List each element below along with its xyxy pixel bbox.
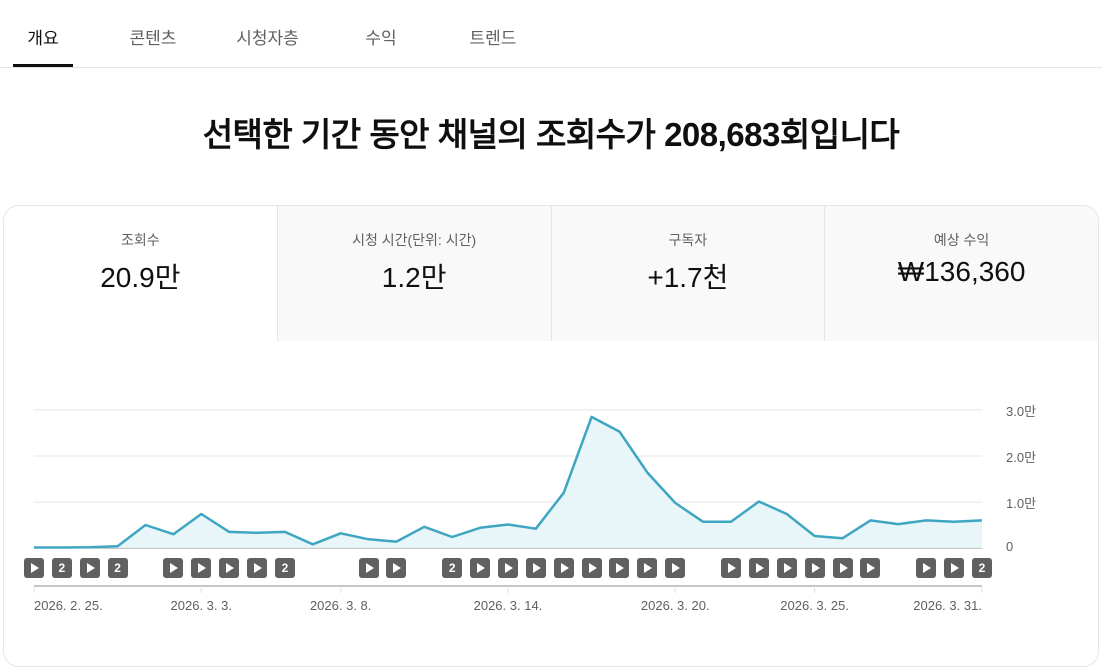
video-marker-play[interactable]	[804, 558, 825, 578]
tab-2[interactable]: 시청자층	[236, 29, 299, 48]
video-marker-play[interactable]	[525, 558, 546, 578]
video-marker-count[interactable]: 2	[274, 558, 295, 578]
play-icon	[951, 563, 960, 573]
play-icon	[560, 563, 569, 573]
metric-tabs: 조회수 20.9만 시청 시간(단위: 시간) 1.2만 구독자 +1.7천 예상 수익 ₩1…	[4, 206, 1098, 341]
metric-value: 20.9만	[100, 262, 181, 293]
play-icon	[198, 563, 207, 573]
metric-value: 1.2만	[381, 262, 447, 293]
video-count: 2	[114, 561, 121, 575]
play-icon	[839, 563, 848, 573]
video-marker-play[interactable]	[916, 558, 937, 578]
play-icon	[31, 563, 39, 573]
video-marker-play[interactable]	[497, 558, 518, 578]
video-marker-play[interactable]	[163, 558, 184, 578]
metric-label: 시청 시간(단위: 시간)	[352, 232, 477, 248]
video-marker-play[interactable]	[386, 558, 407, 578]
play-icon	[477, 563, 486, 573]
video-count: 2	[448, 561, 456, 575]
video-count: 2	[58, 561, 66, 575]
tab-1[interactable]: 콘텐츠	[129, 29, 177, 48]
metric-tab-1[interactable]: 시청 시간(단위: 시간) 1.2만	[276, 206, 551, 341]
play-icon	[811, 563, 820, 573]
tab-4[interactable]: 트렌드	[469, 29, 517, 48]
video-marker-play[interactable]	[24, 558, 44, 578]
metric-tab-2[interactable]: 구독자 +1.7천	[550, 206, 825, 341]
video-marker-play[interactable]	[944, 558, 965, 578]
play-icon	[226, 563, 235, 573]
play-icon	[170, 563, 179, 573]
metric-label: 구독자	[668, 232, 708, 248]
video-count: 2	[281, 561, 289, 575]
tab-bar: 개요 콘텐츠 시청자층 수익 트렌드	[0, 0, 1102, 68]
play-icon	[86, 563, 95, 573]
video-marker-play[interactable]	[609, 558, 630, 578]
play-icon	[504, 563, 513, 573]
video-marker-play[interactable]	[247, 558, 268, 578]
page-headline: 선택한 기간 동안 채널의 조회수가 208,683회입니다	[202, 116, 900, 153]
analytics-card: 조회수 20.9만 시청 시간(단위: 시간) 1.2만 구독자 +1.7천 예상 수익 ₩1…	[3, 205, 1099, 667]
metric-label: 예상 수익	[933, 232, 990, 248]
play-icon	[532, 563, 541, 573]
video-marker-play[interactable]	[665, 558, 686, 578]
play-icon	[365, 563, 374, 573]
metric-tab-3[interactable]: 예상 수익 ₩136,360	[824, 206, 1098, 341]
video-marker-play[interactable]	[553, 558, 574, 578]
metric-value: ₩136,360	[897, 256, 1026, 287]
video-marker-play[interactable]	[358, 558, 379, 578]
play-icon	[644, 563, 653, 573]
video-marker-count[interactable]: 2	[971, 558, 992, 578]
video-marker-play[interactable]	[219, 558, 240, 578]
metric-tab-0[interactable]: 조회수 20.9만	[4, 206, 277, 341]
play-icon	[783, 563, 792, 573]
video-marker-count[interactable]: 2	[51, 558, 72, 578]
video-marker-play[interactable]	[79, 558, 100, 578]
tab-0[interactable]: 개요	[13, 24, 73, 67]
tab-3[interactable]: 수익	[365, 29, 397, 48]
play-icon	[672, 563, 681, 573]
play-icon	[588, 563, 597, 573]
video-count: 2	[978, 561, 986, 575]
play-icon	[755, 563, 764, 573]
play-icon	[923, 563, 932, 573]
video-marker-play[interactable]	[191, 558, 212, 578]
video-marker-play[interactable]	[860, 558, 881, 578]
video-marker-play[interactable]	[721, 558, 741, 578]
video-marker-play[interactable]	[748, 558, 769, 578]
video-marker-play[interactable]	[581, 558, 602, 578]
play-icon	[254, 563, 263, 573]
play-icon	[393, 563, 402, 573]
play-icon	[728, 563, 736, 573]
video-marker-play[interactable]	[470, 558, 491, 578]
video-marker-play[interactable]	[776, 558, 797, 578]
play-icon	[616, 563, 625, 573]
play-icon	[867, 563, 876, 573]
video-marker-count[interactable]: 2	[442, 558, 463, 578]
video-marker-count[interactable]: 2	[107, 558, 128, 578]
metric-value: +1.7천	[647, 262, 729, 293]
metric-label: 조회수	[121, 232, 160, 248]
video-marker-play[interactable]	[637, 558, 658, 578]
video-marker-play[interactable]	[832, 558, 853, 578]
